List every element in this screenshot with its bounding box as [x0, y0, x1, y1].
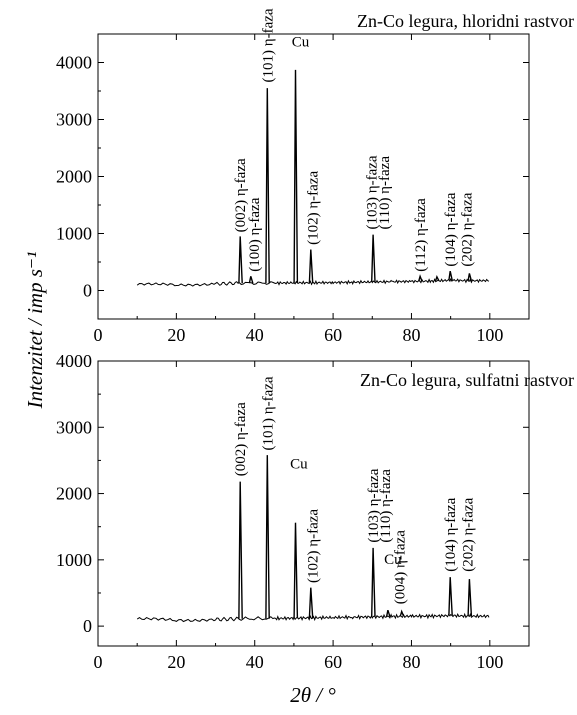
- x-tick-label: 100: [476, 652, 503, 672]
- peak: [448, 577, 453, 616]
- y-tick-label: 0: [83, 281, 92, 301]
- peak: [293, 522, 299, 619]
- x-tick-label: 80: [402, 325, 420, 345]
- peak-annotation: (110) η-faza: [377, 156, 393, 230]
- peak-annotation: (102) η-faza: [306, 171, 322, 245]
- peak-annotation: (102) η-faza: [306, 509, 322, 583]
- peak-annotation: Cu: [384, 552, 402, 568]
- peak-annotation: (202) η-faza: [459, 192, 475, 266]
- peak-annotation: (100) η-faza: [247, 197, 263, 271]
- peak: [238, 236, 243, 284]
- peak: [371, 547, 376, 617]
- peak-annotation: (103) η-faza: [365, 155, 381, 229]
- peak: [293, 69, 299, 283]
- plot-frame: [97, 360, 530, 647]
- chart-title: Zn-Co legura, hloridni rastvor: [357, 11, 574, 31]
- peak: [418, 274, 423, 282]
- peak: [308, 587, 314, 618]
- y-axis-ticks: 0 1000 2000 3000 4000: [56, 53, 529, 301]
- pattern-peaks: [238, 69, 473, 284]
- y-tick-label: 2000: [56, 167, 92, 187]
- x-tick-label: 20: [167, 652, 185, 672]
- y-axis-ticks: 0 1000 2000 3000 4000: [56, 351, 529, 636]
- peak: [238, 481, 243, 619]
- y-tick-label: 4000: [56, 53, 92, 73]
- peak: [308, 249, 314, 283]
- peak: [448, 270, 453, 281]
- y-tick-label: 3000: [56, 110, 92, 130]
- baseline-trace: [136, 277, 490, 287]
- peak-annotation: (002) η-faza: [233, 158, 249, 232]
- baseline-trace: [136, 612, 490, 623]
- peak: [371, 234, 376, 282]
- x-tick-label: 60: [324, 652, 342, 672]
- x-axis-ticks: 0 20 40 60 80 100: [94, 361, 503, 672]
- y-tick-label: 2000: [56, 484, 92, 504]
- peak-annotation: (101) η-faza: [260, 8, 276, 82]
- peak-annotation: Cu: [292, 35, 310, 51]
- x-tick-label: 40: [246, 325, 264, 345]
- peak-annotation: Cu: [290, 456, 308, 472]
- peak-annotations: (002) η-faza(100) η-faza (101) η-faza Cu (1…: [233, 8, 475, 272]
- peak: [467, 579, 473, 617]
- pattern-baseline: [136, 612, 490, 623]
- peak-annotation: (110) η-faza: [378, 469, 394, 543]
- peak: [248, 276, 254, 284]
- x-tick-label: 0: [94, 325, 103, 345]
- x-axis-label: 2θ / °: [290, 683, 336, 707]
- peak-annotation: (101) η-faza: [260, 376, 276, 450]
- x-tick-label: 20: [167, 325, 185, 345]
- pattern-peaks: [238, 455, 473, 619]
- x-tick-label: 60: [324, 325, 342, 345]
- y-tick-label: 3000: [56, 417, 92, 437]
- peak-annotation: (004) η-faza: [393, 530, 409, 604]
- chart-title: Zn-Co legura, sulfatni rastvor: [360, 370, 574, 390]
- peak-annotation: (202) η-faza: [461, 497, 477, 571]
- peak-annotations: (002) η-faza (101) η-faza Cu (102) η-faza (1…: [233, 376, 476, 604]
- chart-panel-sulfate: 0 20 40 60 80 100 0 1000 2000 3000 4000 (002) η-f…: [56, 351, 574, 672]
- y-tick-label: 4000: [56, 351, 92, 371]
- peak: [385, 609, 391, 617]
- peak-annotation: (103) η-faza: [366, 468, 382, 542]
- y-tick-label: 1000: [56, 550, 92, 570]
- chart-panel-chloride: 0 20 40 60 80 100 0 1000 2000 3000 4000 (002) η-f…: [56, 8, 574, 345]
- peak: [399, 609, 405, 617]
- peak-annotation: (002) η-faza: [233, 402, 249, 476]
- y-tick-label: 1000: [56, 224, 92, 244]
- y-axis-label: Intenzitet / imp s⁻¹: [23, 252, 47, 410]
- x-axis-ticks: 0 20 40 60 80 100: [94, 34, 503, 345]
- y-tick-label: 0: [83, 616, 92, 636]
- x-tick-label: 40: [246, 652, 264, 672]
- peak-annotation: (112) η-faza: [413, 198, 429, 272]
- x-tick-label: 80: [402, 652, 420, 672]
- peak: [434, 274, 440, 282]
- x-tick-label: 0: [94, 652, 103, 672]
- peak: [265, 88, 270, 284]
- peak: [265, 455, 270, 619]
- x-tick-label: 100: [476, 325, 503, 345]
- peak-annotation: (104) η-faza: [443, 497, 459, 571]
- peak: [467, 273, 473, 281]
- pattern-baseline: [136, 277, 490, 287]
- peak-annotation: (104) η-faza: [443, 192, 459, 266]
